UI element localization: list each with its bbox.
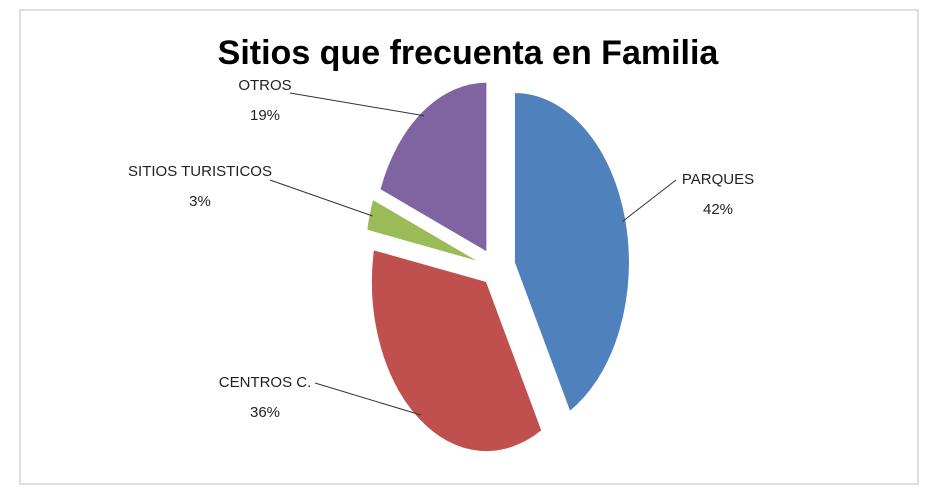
slice-label: PARQUES: [682, 171, 754, 188]
leader-line: [622, 179, 677, 222]
pie-slice: [370, 249, 543, 453]
slice-value-label: 3%: [189, 193, 211, 210]
pie-slice: [379, 81, 488, 253]
leader-line: [314, 382, 421, 416]
pie-slice: [513, 92, 630, 413]
slice-value-label: 19%: [250, 107, 280, 124]
leader-line: [289, 92, 425, 117]
slice-value-label: 42%: [703, 201, 733, 218]
slice-label: SITIOS TURISTICOS: [128, 163, 272, 180]
leader-line: [269, 179, 373, 217]
slice-label: OTROS: [238, 77, 291, 94]
slice-value-label: 36%: [250, 404, 280, 421]
chart-title: Sitios que frecuenta en Familia: [218, 34, 720, 72]
slice-label: CENTROS C.: [219, 374, 312, 391]
